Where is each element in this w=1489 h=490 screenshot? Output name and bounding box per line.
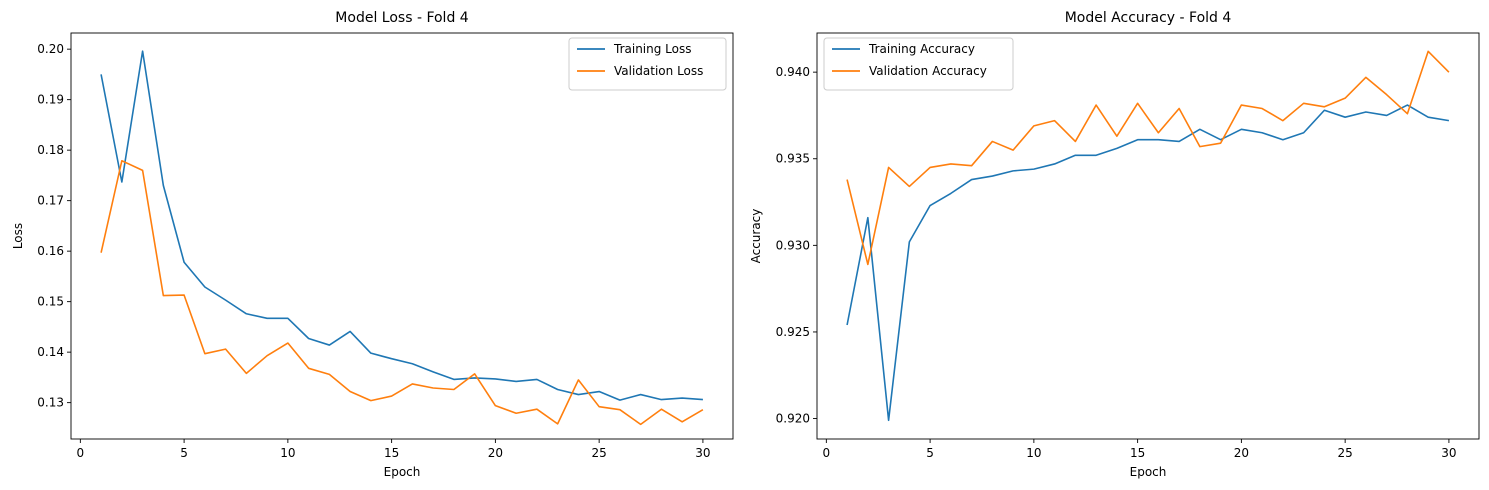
y-tick-label: 0.20 xyxy=(37,42,64,56)
legend: Training Loss Validation Loss xyxy=(568,37,727,91)
accuracy-chart-panel: Model Accuracy - Fold 4 0 5 10 15 20 25 30 0.920… xyxy=(749,10,1480,479)
x-tick-label: 5 xyxy=(926,446,934,460)
x-tick-label: 30 xyxy=(1441,446,1456,460)
y-tick-label: 0.18 xyxy=(37,143,64,157)
x-tick-label: 15 xyxy=(384,446,399,460)
x-tick-label: 15 xyxy=(1130,446,1145,460)
x-axis-label: Epoch xyxy=(384,465,421,479)
plot-frame xyxy=(816,32,1480,440)
series-line-1 xyxy=(846,104,1450,422)
y-tick-label: 0.940 xyxy=(776,65,810,79)
y-tick-label: 0.920 xyxy=(776,412,810,426)
y-tick-label: 0.15 xyxy=(37,295,64,309)
chart-title: Model Accuracy - Fold 4 xyxy=(1065,10,1232,26)
y-tick-label: 0.925 xyxy=(776,325,810,339)
legend-label: Validation Loss xyxy=(614,64,703,78)
y-tick-label: 0.14 xyxy=(37,345,64,359)
y-tick-label: 0.17 xyxy=(37,194,64,208)
legend-label: Training Accuracy xyxy=(868,42,975,56)
x-tick-label: 30 xyxy=(695,446,710,460)
series-line-2 xyxy=(846,50,1450,266)
x-tick-label: 5 xyxy=(180,446,188,460)
y-axis-label: Accuracy xyxy=(749,209,763,264)
y-axis-label: Loss xyxy=(11,223,25,249)
x-tick-label: 0 xyxy=(77,446,85,460)
legend: Training Accuracy Validation Accuracy xyxy=(823,37,1014,91)
legend-label: Training Loss xyxy=(613,42,691,56)
x-tick-label: 10 xyxy=(280,446,295,460)
x-tick-label: 25 xyxy=(1338,446,1353,460)
series-line-1 xyxy=(100,50,703,401)
plot-frame xyxy=(70,32,734,440)
x-tick-label: 25 xyxy=(592,446,607,460)
y-tick-label: 0.935 xyxy=(776,152,810,166)
x-tick-label: 10 xyxy=(1026,446,1041,460)
loss-chart-panel: Model Loss - Fold 4 0 5 10 15 20 25 30 0.13 0.14 0… xyxy=(11,10,734,479)
x-tick-label: 20 xyxy=(1234,446,1249,460)
x-axis-label: Epoch xyxy=(1130,465,1167,479)
legend-box xyxy=(823,37,1014,91)
y-tick-label: 0.13 xyxy=(37,396,64,410)
x-tick-label: 0 xyxy=(823,446,831,460)
legend-label: Validation Accuracy xyxy=(869,64,987,78)
legend-box xyxy=(568,37,727,91)
x-tick-label: 20 xyxy=(488,446,503,460)
chart-title: Model Loss - Fold 4 xyxy=(335,10,468,26)
y-tick-label: 0.930 xyxy=(776,238,810,252)
y-tick-label: 0.16 xyxy=(37,244,64,258)
y-tick-label: 0.19 xyxy=(37,93,64,107)
series-line-2 xyxy=(100,159,704,426)
